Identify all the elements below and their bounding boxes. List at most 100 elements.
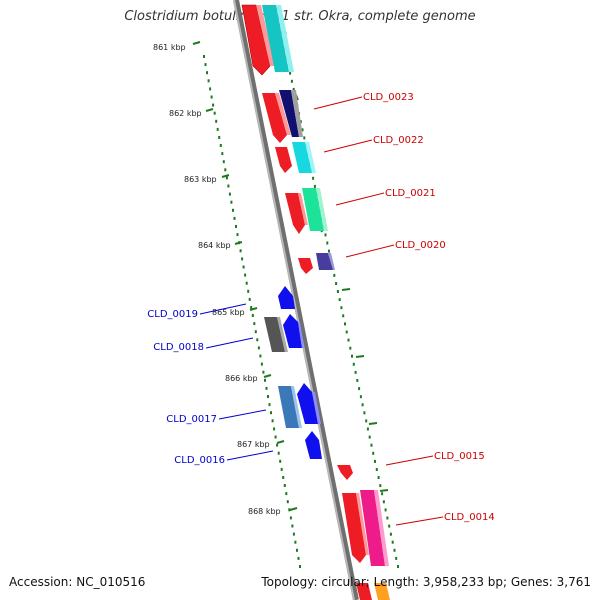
gene-feature[interactable]: [356, 583, 390, 600]
scale-dot: [212, 103, 215, 107]
gene-label[interactable]: CLD_0020: [395, 240, 446, 251]
gene-feature[interactable]: [278, 386, 302, 428]
scale-dot: [221, 152, 224, 156]
scale-dot: [288, 508, 291, 512]
gene-feature[interactable]: [342, 493, 369, 563]
scale-dot: [393, 548, 396, 552]
scale-dot: [277, 451, 280, 455]
scale-dot: [289, 71, 292, 75]
gene-feature[interactable]: [279, 90, 303, 137]
scale-dot: [228, 192, 231, 196]
scale-dot: [209, 87, 212, 91]
scale-tick-label: 861 kbp: [153, 43, 186, 52]
scale-dot: [236, 233, 239, 237]
scale-dot: [285, 492, 288, 496]
gene-label[interactable]: CLD_0015: [434, 451, 485, 462]
scale-dot: [291, 524, 294, 528]
scale-dot: [340, 306, 343, 310]
scale-dot: [372, 451, 375, 455]
gene-feature[interactable]: [283, 314, 304, 348]
scale-dot: [256, 338, 259, 342]
gene-label[interactable]: CLD_0021: [385, 188, 436, 199]
scale-dot: [265, 386, 268, 390]
scale-dot: [391, 540, 394, 544]
scale-dot: [359, 395, 362, 399]
scale-dot: [283, 484, 286, 487]
gene-feature[interactable]: [241, 4, 275, 76]
scale-dot: [232, 208, 234, 212]
gene-label[interactable]: CLD_0022: [373, 135, 424, 146]
gene-feature[interactable]: [278, 286, 295, 309]
scale-dot: [349, 346, 352, 350]
scale-dot: [282, 476, 285, 479]
scale-dot: [361, 403, 364, 407]
scale-dot: [326, 241, 329, 245]
gene-feature[interactable]: [360, 490, 389, 566]
scale-tick-label: 866 kbp: [225, 374, 258, 383]
scale-dot: [254, 330, 257, 334]
scale-dot: [356, 379, 359, 382]
scale-dot: [345, 330, 348, 334]
gene-label[interactable]: CLD_0016: [174, 455, 225, 466]
gene-feature[interactable]: [264, 317, 288, 352]
scale-dot: [224, 168, 227, 172]
scale-dot: [382, 500, 385, 504]
gene-label[interactable]: CLD_0014: [444, 512, 495, 523]
scale-dot: [271, 419, 274, 423]
scale-dot: [206, 71, 208, 75]
scale-tick-label: 868 kbp: [248, 507, 281, 516]
scale-dot: [296, 548, 298, 552]
scale-dot: [230, 200, 233, 204]
genome-summary-text: Topology: circular; Length: 3,958,233 bp…: [261, 575, 591, 589]
map-title: Clostridium botulinum B1 str. Okra, comp…: [124, 9, 476, 24]
scale-dot: [279, 459, 282, 463]
scale-dot: [377, 476, 380, 479]
gene-label[interactable]: CLD_0017: [166, 414, 217, 425]
scale-dot: [301, 128, 304, 132]
scale-dot: [290, 79, 293, 83]
scale-dot: [336, 290, 339, 293]
scale-dot: [218, 136, 221, 139]
scale-tick-label: 864 kbp: [198, 241, 231, 250]
scale-dot: [388, 524, 391, 528]
scale-tick-label: 865 kbp: [212, 308, 245, 317]
gene-feature[interactable]: [298, 258, 313, 274]
gene-feature[interactable]: [316, 253, 335, 270]
scale-dot: [366, 427, 369, 431]
scale-dot: [276, 443, 279, 447]
gene-feature[interactable]: [297, 383, 321, 424]
scale-dot: [260, 362, 263, 366]
scale-dot: [363, 411, 366, 415]
scale-dot: [379, 484, 382, 488]
scale-dot: [233, 216, 236, 220]
leader-lines: [199, 96, 444, 526]
scale-dot: [241, 257, 244, 261]
gene-label[interactable]: CLD_0018: [153, 342, 204, 353]
scale-dot: [292, 87, 295, 91]
scale-dot: [368, 435, 371, 439]
scale-dot: [219, 144, 222, 147]
scale-dot: [365, 419, 368, 423]
gene-feature[interactable]: [302, 188, 328, 231]
gene-feature[interactable]: [275, 147, 292, 173]
scale-dot: [216, 127, 219, 131]
scale-dot: [297, 556, 300, 560]
genome-backbone: [233, 0, 359, 600]
gene-label[interactable]: CLD_0023: [363, 92, 414, 103]
gene-feature[interactable]: [337, 465, 353, 480]
gene-label[interactable]: CLD_0019: [147, 309, 198, 320]
gene-feature[interactable]: [305, 431, 322, 459]
gene-feature[interactable]: [262, 93, 291, 143]
scale-tick: 863 kbp: [184, 174, 230, 184]
scale-dots-inner: [203, 55, 301, 568]
scale-dot: [203, 55, 205, 58]
scale-dot: [342, 314, 345, 318]
scale-dot: [389, 532, 392, 536]
scale-dot: [207, 79, 210, 83]
scale-dot: [242, 265, 245, 269]
scale-dot: [395, 556, 398, 560]
gene-feature[interactable]: [292, 142, 316, 173]
scale-dot: [347, 338, 350, 342]
gene-feature[interactable]: [262, 5, 294, 72]
gene-feature[interactable]: [285, 193, 308, 234]
